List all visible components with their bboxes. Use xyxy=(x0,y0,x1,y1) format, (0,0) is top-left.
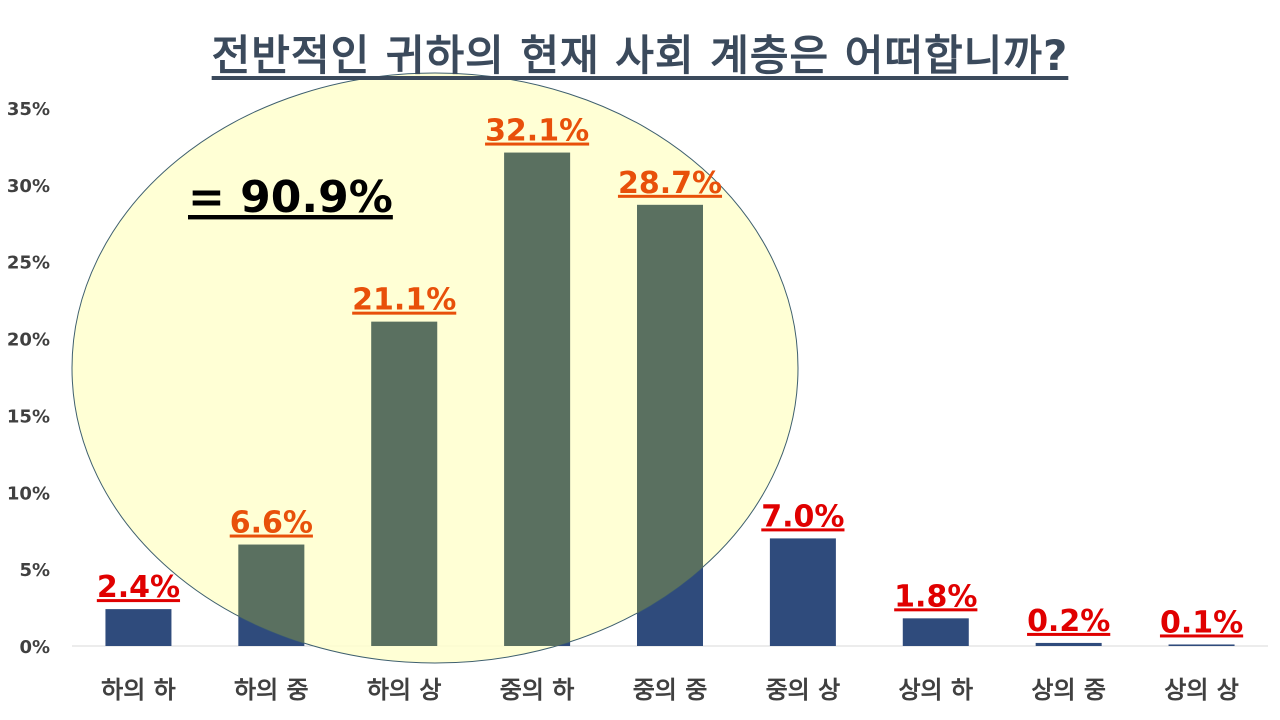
highlighted-bar xyxy=(504,152,571,646)
bar xyxy=(1168,644,1235,646)
chart-title: 전반적인 귀하의 현재 사회 계층은 어떠합니까? xyxy=(211,31,1069,80)
data-label: 6.6% xyxy=(230,506,313,541)
x-tick-label: 중의 상 xyxy=(766,676,841,704)
x-axis: 하의 하 하의 중 하의 상 중의 하 중의 중 중의 상 상의 하 상의 중 상의 상 xyxy=(72,645,1268,704)
highlighted-bars xyxy=(238,152,703,646)
x-tick-label: 하의 상 xyxy=(367,676,442,704)
y-tick-label: 30% xyxy=(7,176,50,197)
y-tick-label: 15% xyxy=(7,406,50,427)
y-tick-label: 10% xyxy=(7,483,50,504)
x-tick-label: 하의 중 xyxy=(234,676,309,704)
data-label: 1.8% xyxy=(894,579,977,614)
y-tick-label: 35% xyxy=(7,99,50,120)
bar xyxy=(769,538,836,646)
data-label: 0.2% xyxy=(1027,604,1110,639)
y-axis: 0% 5% 10% 15% 20% 25% 30% 35% xyxy=(7,99,50,658)
highlighted-bar xyxy=(371,321,438,646)
x-tick-label: 상의 중 xyxy=(1031,676,1106,704)
bar xyxy=(1035,642,1102,646)
highlighted-bar xyxy=(637,204,703,646)
bar xyxy=(105,609,172,646)
data-label: 7.0% xyxy=(761,499,844,534)
y-tick-label: 20% xyxy=(7,330,50,351)
data-label: 0.1% xyxy=(1160,605,1243,640)
data-labels-layer: 2.4% 6.6% 21.1% 32.1% 28.7% 7.0% 1.8% 0.2% 0.1% xyxy=(97,114,1243,641)
total-annotation: = 90.9% xyxy=(188,172,393,223)
data-label: 21.1% xyxy=(352,283,456,318)
data-label: 2.4% xyxy=(97,570,180,605)
data-label: 28.7% xyxy=(618,166,722,201)
bar xyxy=(902,618,969,646)
y-tick-label: 5% xyxy=(19,560,50,581)
highlighted-bars-layer xyxy=(238,152,703,646)
data-label: 32.1% xyxy=(485,114,589,149)
y-tick-label: 0% xyxy=(19,637,50,658)
x-tick-label: 하의 하 xyxy=(101,676,176,704)
x-tick-label: 상의 하 xyxy=(898,676,973,704)
x-tick-label: 중의 중 xyxy=(633,676,708,704)
x-tick-label: 상의 상 xyxy=(1164,676,1239,704)
y-tick-label: 25% xyxy=(7,253,50,274)
x-tick-label: 중의 하 xyxy=(500,676,575,704)
